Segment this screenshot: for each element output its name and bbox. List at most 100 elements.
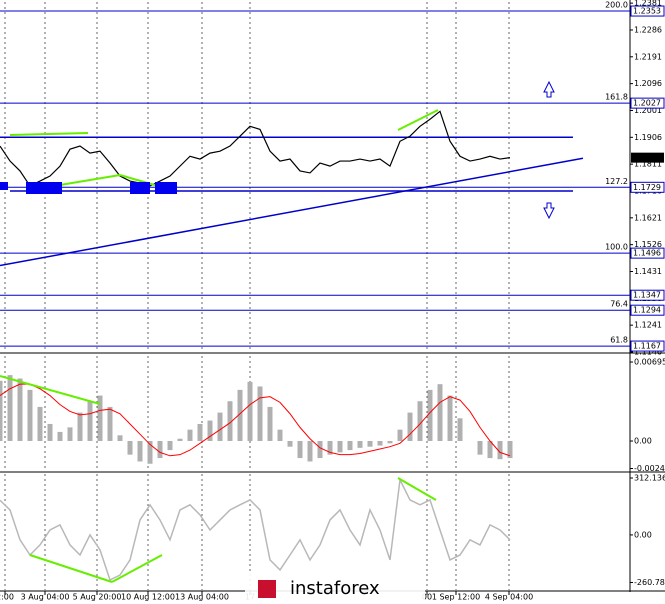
divergence-line	[397, 109, 439, 131]
price-line	[0, 110, 511, 187]
macd-bar	[407, 412, 413, 442]
macd-bar	[137, 441, 143, 462]
macd-bar	[47, 423, 53, 442]
macd-bar	[107, 406, 113, 442]
y-tick-label: 1.1526	[634, 240, 662, 249]
cci-line	[0, 477, 511, 582]
divergence-line	[9, 132, 89, 136]
macd-bar	[457, 418, 463, 442]
y-tick-label: 0.00	[634, 437, 652, 446]
macd-bar	[97, 395, 103, 442]
divergence-line	[29, 554, 113, 583]
macd-bar	[487, 441, 493, 459]
level-price-box	[630, 304, 665, 316]
macd-bar	[417, 401, 423, 442]
watermark: instaforex	[290, 578, 380, 599]
y-tick-label: 1.1621	[634, 213, 662, 222]
last-price-box	[631, 152, 664, 163]
level-price-label: 1.2027	[633, 99, 661, 108]
macd-bar	[287, 441, 293, 447]
macd-bar	[167, 441, 173, 451]
macd-bar	[437, 384, 443, 442]
last-price-label: 1.1834	[633, 153, 661, 162]
x-tick-label: 10 Aug 12:00	[121, 593, 175, 602]
macd-bar	[267, 406, 273, 442]
macd-bar	[337, 441, 343, 453]
y-tick-label: 0.00695	[634, 358, 665, 367]
up-arrow	[543, 80, 555, 98]
trendline	[0, 157, 584, 267]
level-price-label: 1.2353	[633, 7, 661, 16]
y-tick-label: 1.2096	[634, 79, 662, 88]
level-price-box	[630, 5, 665, 17]
level-price-box	[630, 289, 665, 301]
macd-bar	[307, 441, 313, 462]
y-tick-label: 1.2286	[634, 25, 662, 34]
level-price-label: 1.1729	[633, 183, 661, 192]
macd-bar	[377, 441, 383, 446]
divergence-line	[111, 554, 163, 583]
macd-bar	[497, 441, 503, 460]
macd-bar	[157, 441, 163, 459]
level-price-label: 1.1496	[633, 249, 661, 258]
y-tick-label: 0.00	[634, 530, 652, 539]
macd-bar	[357, 441, 363, 448]
y-tick-label: 1.1146	[634, 348, 662, 357]
y-tick-label: -260.7824	[634, 578, 665, 587]
x-tick-label: 5 Aug 20:00	[73, 593, 122, 602]
macd-bar	[77, 412, 83, 442]
y-tick-label: 1.2381	[634, 0, 662, 8]
level-price-label: 1.1167	[633, 342, 661, 351]
macd-bar	[207, 420, 213, 442]
macd-bar	[427, 389, 433, 442]
macd-bar	[117, 435, 123, 442]
fib-label: 100.0	[605, 243, 628, 252]
fib-label: 200.0	[605, 1, 628, 10]
y-tick-label: 1.1241	[634, 321, 662, 330]
level-price-box	[630, 247, 665, 259]
macd-bar	[127, 441, 133, 455]
macd-bar	[237, 389, 243, 442]
macd-bar	[217, 412, 223, 442]
macd-bar	[347, 441, 353, 451]
down-arrow	[543, 202, 555, 220]
macd-bar	[187, 429, 193, 442]
level-price-box	[630, 181, 665, 193]
x-tick-label: 13 Aug 04:00	[175, 593, 229, 602]
y-tick-label: 1.2001	[634, 106, 662, 115]
macd-bar	[87, 401, 93, 442]
macd-bar	[0, 380, 3, 442]
y-tick-label: 1.1811	[634, 160, 662, 169]
macd-bar	[7, 375, 13, 442]
macd-bar	[67, 427, 73, 442]
fib-label: 161.8	[605, 93, 628, 102]
macd-bar	[147, 441, 153, 464]
level-price-box	[630, 340, 665, 352]
divergence-line	[397, 477, 437, 501]
y-tick-label: 312.1363	[634, 473, 665, 482]
macd-bar	[447, 395, 453, 442]
fib-label: 127.2	[605, 177, 628, 186]
y-tick-label: 1.2191	[634, 52, 662, 61]
watermark-logo	[258, 580, 276, 598]
macd-bar	[477, 441, 483, 455]
x-tick-label: 00	[422, 593, 432, 602]
level-price-label: 1.1347	[633, 291, 661, 300]
divergence-line	[0, 375, 101, 405]
macd-bar	[177, 438, 183, 442]
level-price-box	[630, 97, 665, 109]
y-tick-label: 1.1431	[634, 267, 662, 276]
macd-bar	[507, 441, 513, 459]
x-tick-label: 2:00	[0, 593, 14, 602]
y-tick-label: 1.1906	[634, 133, 662, 142]
marker	[0, 182, 8, 190]
x-tick-label: 1 Sep 12:00	[432, 593, 480, 602]
marker	[155, 182, 177, 194]
macd-bar	[397, 429, 403, 442]
fib-label: 76.4	[610, 300, 628, 309]
macd-bar	[317, 441, 323, 459]
macd-bar	[367, 441, 373, 447]
macd-bar	[387, 441, 393, 444]
x-tick-label: 4 Sep 04:00	[485, 593, 533, 602]
